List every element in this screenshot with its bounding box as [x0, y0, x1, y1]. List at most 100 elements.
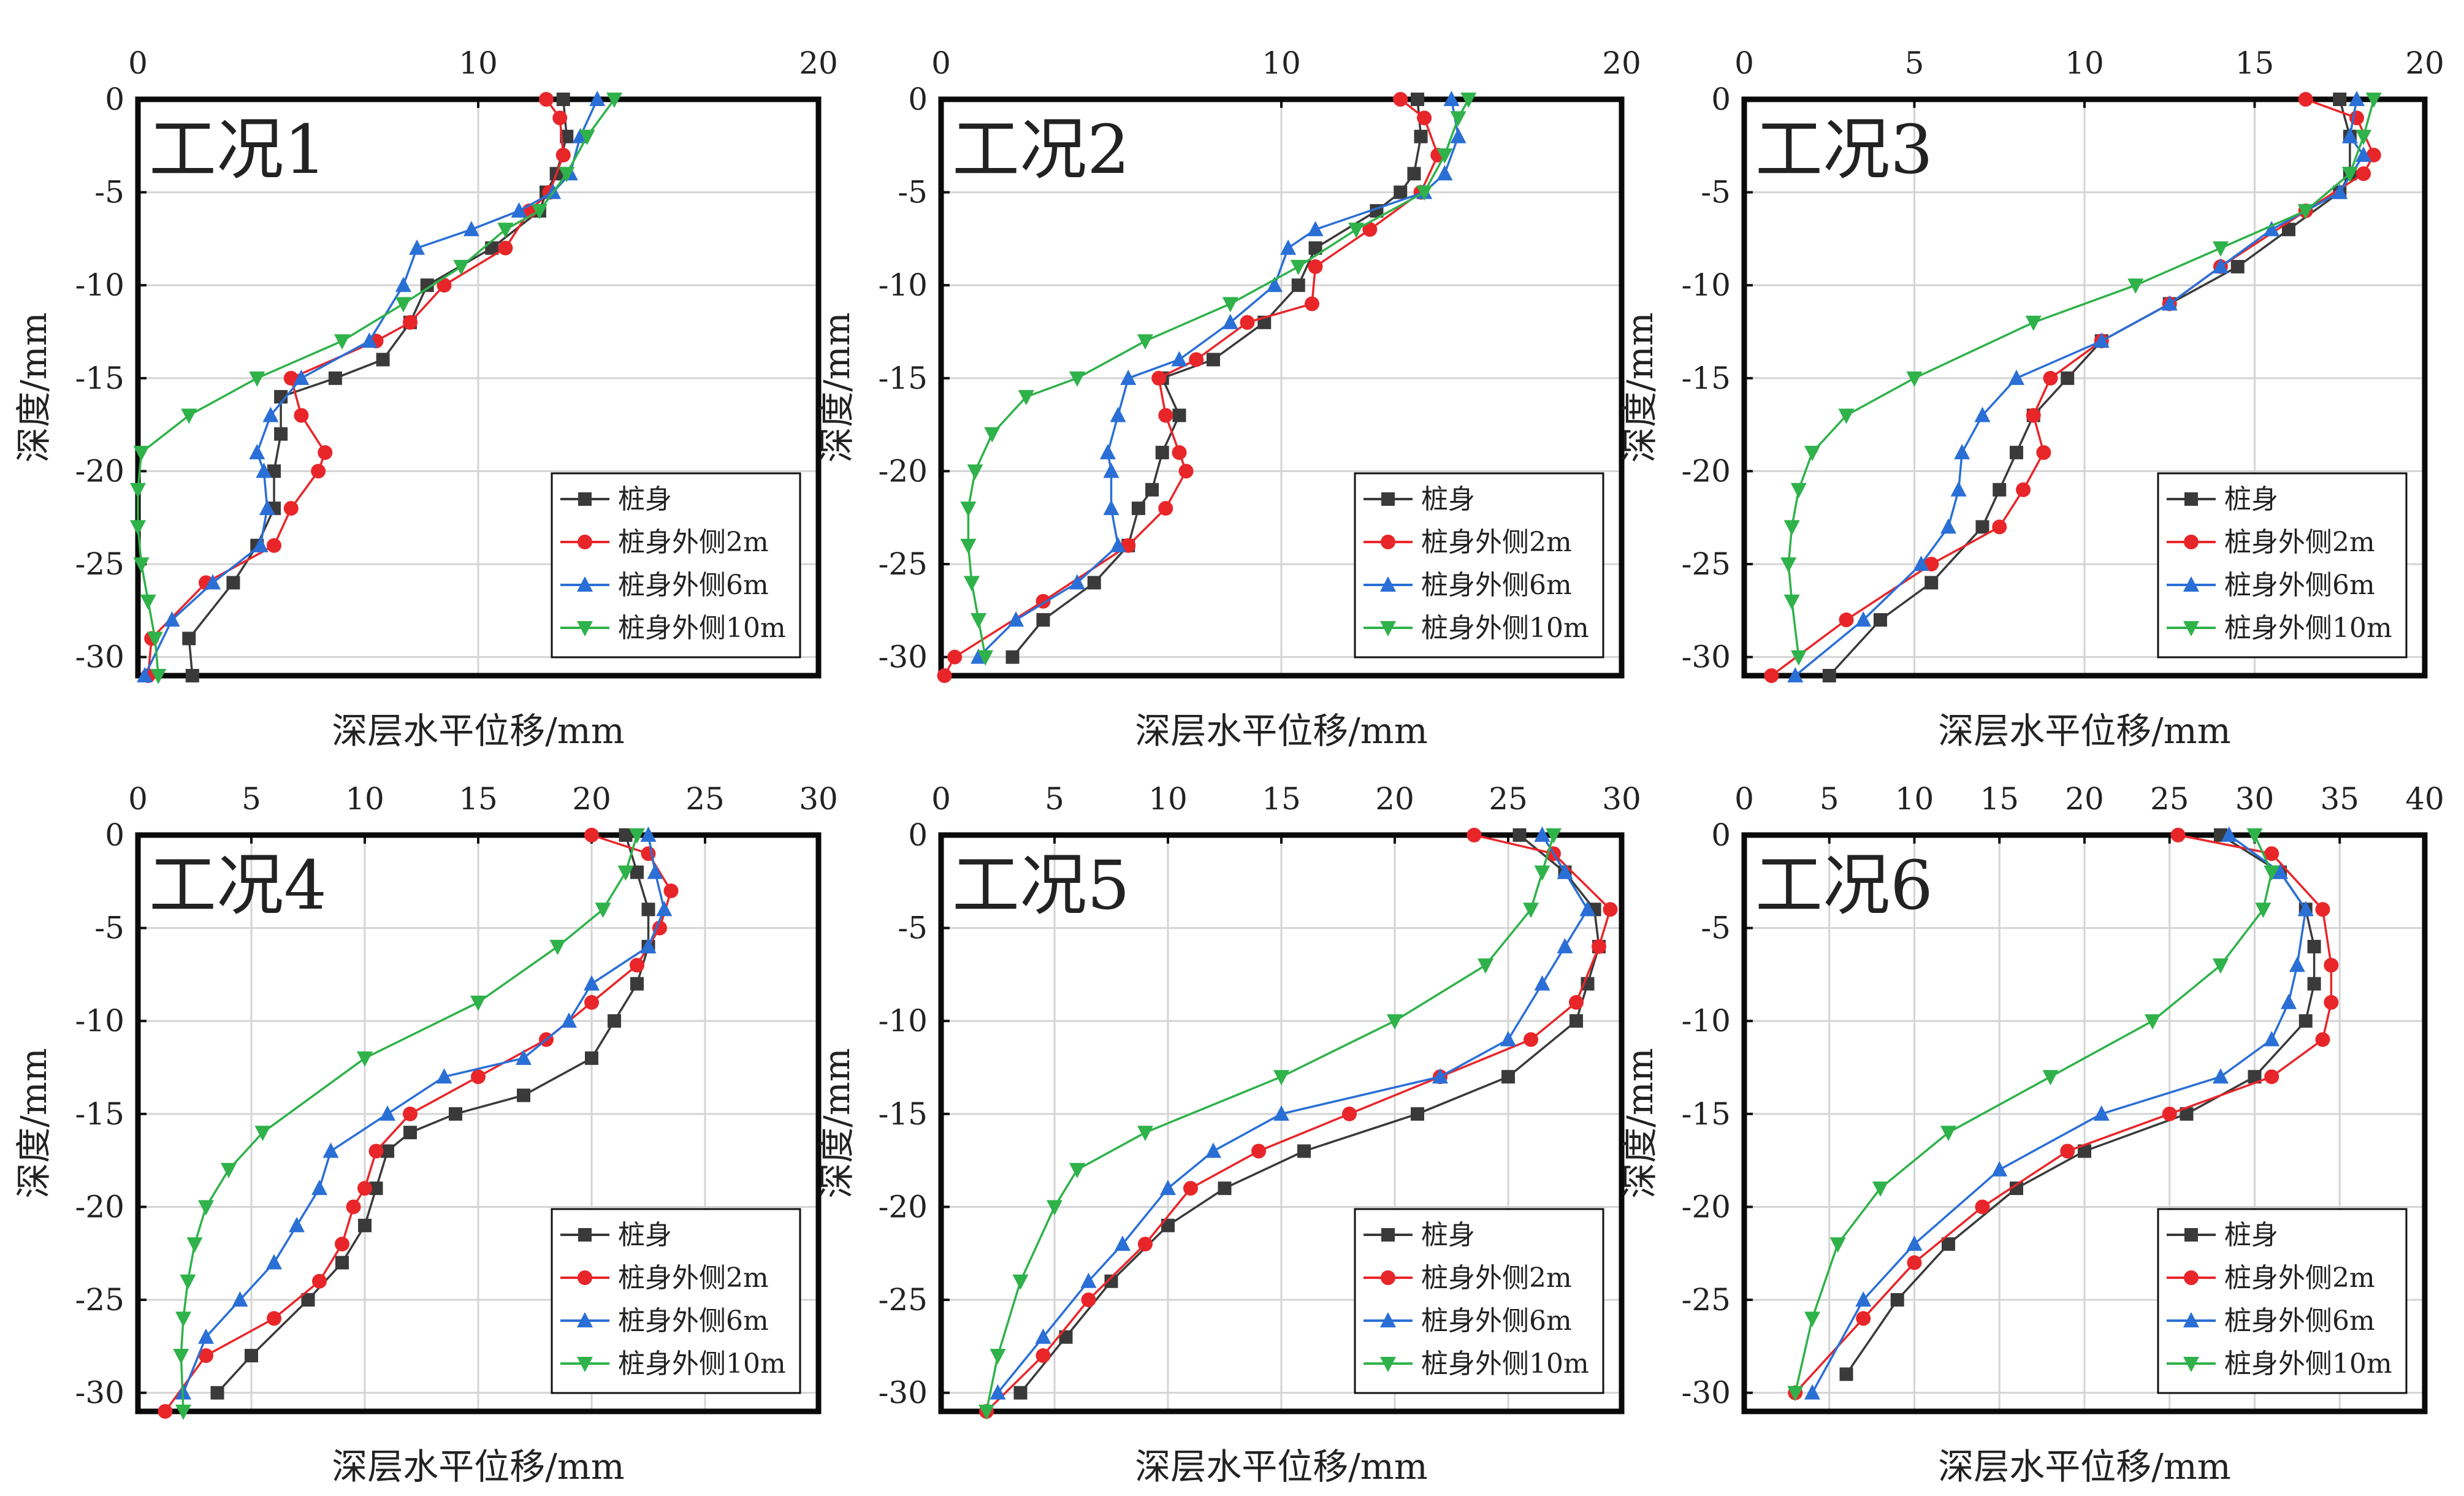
data-point	[1012, 1274, 1029, 1290]
data-point	[1362, 222, 1378, 237]
y-tick-label: 0	[105, 817, 124, 853]
data-point	[1251, 1143, 1266, 1159]
data-point	[2060, 1143, 2075, 1159]
data-point	[1890, 1293, 1904, 1307]
data-point	[1205, 1142, 1221, 1158]
data-point	[1557, 863, 1573, 879]
data-point	[539, 92, 554, 107]
data-point	[175, 1311, 191, 1327]
series-line	[1811, 834, 2307, 1394]
y-tick-label: -30	[878, 1375, 928, 1411]
data-point	[559, 167, 575, 183]
data-point	[181, 408, 197, 424]
data-point	[629, 828, 645, 844]
data-point	[2264, 221, 2280, 237]
data-point	[1838, 408, 1855, 424]
plot-frame	[938, 832, 1625, 1414]
data-point	[1855, 611, 1872, 627]
data-point	[328, 371, 342, 385]
y-tick-label: 0	[1711, 82, 1731, 117]
y-tick-label: -5	[1701, 910, 1731, 946]
legend-entry: 桩身外侧10m	[2224, 613, 2392, 644]
data-point	[1534, 826, 1550, 842]
data-point	[2093, 1105, 2110, 1121]
data-point	[133, 446, 150, 462]
data-point	[1394, 185, 1408, 199]
x-axis-title: 深层水平位移/mm	[1135, 1446, 1428, 1487]
data-point	[2332, 183, 2348, 199]
data-point	[283, 370, 299, 386]
y-tick-label: -15	[75, 1096, 124, 1132]
y-axis-title: 深度/mm	[816, 1048, 858, 1199]
data-point	[1018, 390, 1034, 406]
y-tick-label: -20	[1681, 1189, 1731, 1224]
data-point	[182, 632, 196, 646]
data-point	[301, 1293, 315, 1307]
data-point	[267, 464, 281, 478]
data-point	[1099, 444, 1116, 460]
y-axis-title: 深度/mm	[1619, 1048, 1661, 1199]
data-point	[2213, 958, 2229, 974]
data-point	[436, 1068, 452, 1084]
data-point	[2016, 482, 2031, 497]
data-point	[1822, 669, 1836, 682]
data-point	[2356, 166, 2371, 181]
data-point	[630, 865, 644, 879]
y-tick-label: -30	[75, 1375, 124, 1411]
data-point	[1047, 1200, 1062, 1216]
data-point	[595, 903, 611, 918]
legend-swatch-marker	[2184, 1228, 2198, 1242]
data-point	[198, 1200, 214, 1216]
data-point	[2333, 93, 2347, 106]
x-tick-label: 30	[2235, 781, 2275, 817]
data-point	[1804, 1311, 1820, 1327]
data-point	[2230, 259, 2245, 273]
x-tick-label: 0	[128, 781, 148, 817]
data-point	[511, 202, 527, 218]
data-point	[1579, 901, 1596, 917]
data-point	[1172, 408, 1186, 422]
chart-panel-6: 0 5 10 15 20 25 30 35 40 0 -5 -10 -15 -20 -25 -30 工况6 深层水…	[1619, 781, 2444, 1487]
data-point	[584, 975, 600, 991]
data-point	[1308, 259, 1323, 274]
data-point	[1290, 259, 1306, 275]
data-point	[555, 147, 571, 162]
data-point	[180, 1274, 196, 1290]
data-point	[289, 1216, 305, 1232]
data-point	[1151, 370, 1167, 386]
data-point	[2307, 939, 2321, 953]
data-point	[1450, 128, 1467, 143]
legend-entry: 桩身外侧10m	[1421, 613, 1589, 644]
y-tick-label: -5	[898, 175, 928, 210]
plot-frame	[1741, 96, 2428, 679]
legend-entry: 桩身外侧2m	[2224, 1262, 2375, 1294]
y-axis-title: 深度/mm	[13, 1048, 55, 1199]
data-point	[2365, 93, 2382, 108]
data-point	[1436, 148, 1453, 164]
data-point	[1512, 828, 1527, 842]
data-point	[1783, 520, 1800, 536]
y-tick-label: -5	[898, 910, 928, 946]
plot-frame	[135, 96, 822, 679]
data-point	[608, 1014, 621, 1028]
data-point	[1478, 958, 1493, 974]
data-point	[978, 1405, 994, 1420]
legend-entry: 桩身外侧10m	[618, 1348, 786, 1380]
data-point	[1036, 613, 1050, 627]
data-point	[2281, 993, 2297, 1009]
data-point	[497, 223, 514, 239]
chart-panel-5: 0 5 10 15 20 25 30 0 -5 -10 -15 -20 -25 -30 工况5 深层水平位移/…	[816, 781, 1641, 1487]
data-point	[274, 427, 288, 441]
data-point	[2213, 1068, 2229, 1084]
legend-swatch-marker	[578, 492, 592, 506]
data-point	[453, 259, 470, 275]
legend-swatch-marker	[577, 1312, 593, 1327]
data-point	[1534, 975, 1550, 991]
data-point	[2213, 241, 2229, 257]
legend-swatch-marker	[1381, 535, 1395, 549]
legend-entry: 桩身外侧10m	[1421, 1348, 1589, 1380]
data-point	[1874, 613, 1887, 627]
data-point	[2298, 1014, 2313, 1028]
data-point	[403, 1126, 417, 1140]
data-point	[1975, 520, 1989, 534]
